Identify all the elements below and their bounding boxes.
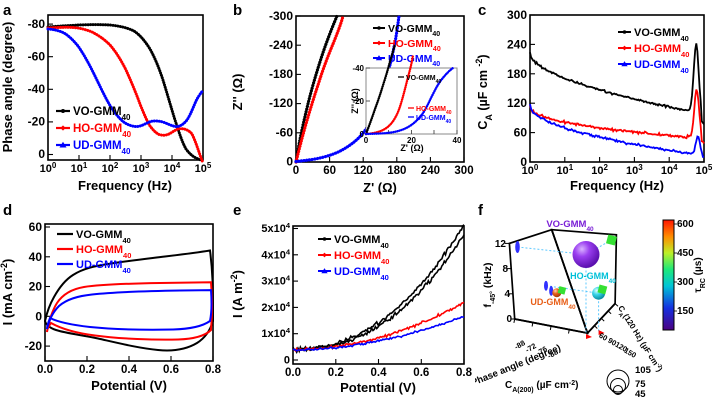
svg-text:20: 20 — [29, 280, 43, 294]
svg-text:103: 103 — [133, 161, 150, 176]
svg-text:180: 180 — [507, 67, 527, 81]
svg-text:0: 0 — [293, 165, 299, 177]
svg-text:HO-GMM40: HO-GMM40 — [334, 250, 389, 266]
svg-text:0.2: 0.2 — [79, 364, 95, 376]
svg-text:UD-GMM40: UD-GMM40 — [388, 53, 440, 68]
svg-text:HO-GMM40: HO-GMM40 — [570, 271, 616, 285]
svg-text:300: 300 — [454, 165, 473, 177]
svg-text:Z'' (Ω): Z'' (Ω) — [230, 74, 245, 111]
svg-text:UD-GMM40: UD-GMM40 — [73, 140, 131, 156]
svg-text:Phase angle (degree): Phase angle (degree) — [0, 22, 15, 153]
svg-text:1x104: 1x104 — [261, 326, 290, 341]
svg-text:150: 150 — [623, 346, 638, 360]
svg-text:0.6: 0.6 — [163, 364, 179, 376]
svg-text:600: 600 — [677, 219, 694, 230]
svg-text:HO-GMM40: HO-GMM40 — [76, 244, 131, 260]
svg-text:60: 60 — [514, 126, 528, 140]
svg-text:4x104: 4x104 — [261, 247, 290, 261]
svg-text:101: 101 — [556, 163, 573, 178]
svg-text:VO-GMM40: VO-GMM40 — [634, 27, 689, 43]
svg-text:40: 40 — [453, 136, 462, 145]
svg-text:104: 104 — [661, 163, 678, 178]
svg-text:300: 300 — [677, 277, 694, 288]
svg-text:60: 60 — [29, 220, 43, 234]
svg-text:τRC (µs): τRC (µs) — [693, 257, 707, 292]
svg-text:102: 102 — [102, 161, 119, 176]
svg-text:100: 100 — [522, 163, 539, 178]
svg-text:0: 0 — [284, 355, 290, 367]
svg-text:450: 450 — [677, 248, 694, 259]
svg-text:-60: -60 — [276, 126, 294, 140]
svg-text:I (mA cm-2): I (mA cm-2) — [0, 259, 15, 326]
svg-text:-40: -40 — [352, 64, 364, 73]
svg-text:-20: -20 — [28, 115, 46, 129]
svg-text:300: 300 — [507, 8, 527, 22]
svg-text:101: 101 — [71, 161, 88, 176]
svg-text:VO-GMM40: VO-GMM40 — [334, 234, 389, 250]
svg-text:Potential (V): Potential (V) — [91, 378, 167, 393]
svg-text:-20: -20 — [25, 339, 43, 353]
svg-text:100: 100 — [40, 161, 57, 176]
svg-text:-300: -300 — [269, 9, 293, 23]
svg-text:104: 104 — [164, 161, 181, 176]
svg-text:8: 8 — [502, 264, 508, 275]
svg-text:40: 40 — [29, 250, 43, 264]
svg-text:102: 102 — [591, 163, 608, 178]
svg-text:-80: -80 — [28, 17, 46, 31]
svg-text:105: 105 — [635, 365, 652, 376]
svg-text:45: 45 — [635, 389, 646, 400]
svg-text:HO-GMM40: HO-GMM40 — [634, 43, 689, 59]
svg-text:CA(200) (µF cm-2): CA(200) (µF cm-2) — [505, 380, 578, 394]
svg-text:3x104: 3x104 — [261, 273, 290, 288]
svg-text:0.0: 0.0 — [37, 364, 53, 376]
svg-text:120: 120 — [507, 96, 527, 110]
svg-text:VO-GMM40: VO-GMM40 — [73, 106, 131, 122]
svg-text:-180: -180 — [269, 67, 293, 81]
svg-text:UD-GMM40: UD-GMM40 — [334, 266, 389, 282]
svg-text:-240: -240 — [269, 38, 293, 52]
svg-text:I (A m-2): I (A m-2) — [230, 270, 245, 318]
svg-text:0.0: 0.0 — [285, 367, 301, 379]
svg-text:-60: -60 — [28, 50, 46, 64]
svg-text:60: 60 — [323, 165, 336, 177]
svg-text:CA (µF cm -2): CA (µF cm -2) — [475, 54, 494, 129]
svg-text:0.4: 0.4 — [371, 367, 388, 379]
svg-text:120: 120 — [354, 165, 373, 177]
svg-text:0: 0 — [38, 147, 45, 161]
svg-text:-120: -120 — [269, 96, 293, 110]
svg-text:240: 240 — [507, 37, 527, 51]
svg-text:0: 0 — [364, 136, 369, 145]
svg-text:UD-GMM40: UD-GMM40 — [634, 59, 689, 75]
svg-text:0.2: 0.2 — [328, 367, 344, 379]
svg-text:150: 150 — [677, 306, 694, 317]
svg-text:HO-GMM40: HO-GMM40 — [73, 123, 132, 139]
svg-text:Z' (Ω): Z' (Ω) — [363, 180, 397, 195]
svg-text:2x104: 2x104 — [261, 299, 290, 314]
svg-text:12: 12 — [495, 239, 507, 250]
svg-text:Frequency (Hz): Frequency (Hz) — [78, 178, 172, 193]
svg-text:180: 180 — [387, 165, 406, 177]
svg-text:0.8: 0.8 — [205, 364, 222, 376]
svg-text:-40: -40 — [28, 82, 46, 96]
svg-text:Frequency (Hz): Frequency (Hz) — [570, 178, 664, 193]
svg-text:105: 105 — [195, 161, 212, 176]
svg-text:Potential (V): Potential (V) — [340, 380, 416, 395]
svg-text:105: 105 — [696, 163, 713, 178]
svg-text:4: 4 — [504, 289, 510, 300]
svg-text:f-45° (kHz): f-45° (kHz) — [482, 262, 497, 307]
svg-text:0.4: 0.4 — [121, 364, 138, 376]
svg-text:0.8: 0.8 — [456, 367, 473, 379]
svg-text:0: 0 — [35, 309, 42, 323]
svg-text:103: 103 — [626, 163, 643, 178]
svg-text:0.6: 0.6 — [413, 367, 429, 379]
svg-text:Z'' (Ω): Z'' (Ω) — [350, 88, 360, 114]
svg-text:HO-GMM40: HO-GMM40 — [388, 38, 441, 53]
svg-text:UD-GMM40: UD-GMM40 — [530, 297, 576, 311]
svg-text:Z' (Ω): Z' (Ω) — [400, 143, 423, 153]
svg-text:240: 240 — [421, 165, 440, 177]
svg-text:5x104: 5x104 — [261, 221, 290, 236]
svg-text:VO-GMM40: VO-GMM40 — [76, 229, 131, 245]
